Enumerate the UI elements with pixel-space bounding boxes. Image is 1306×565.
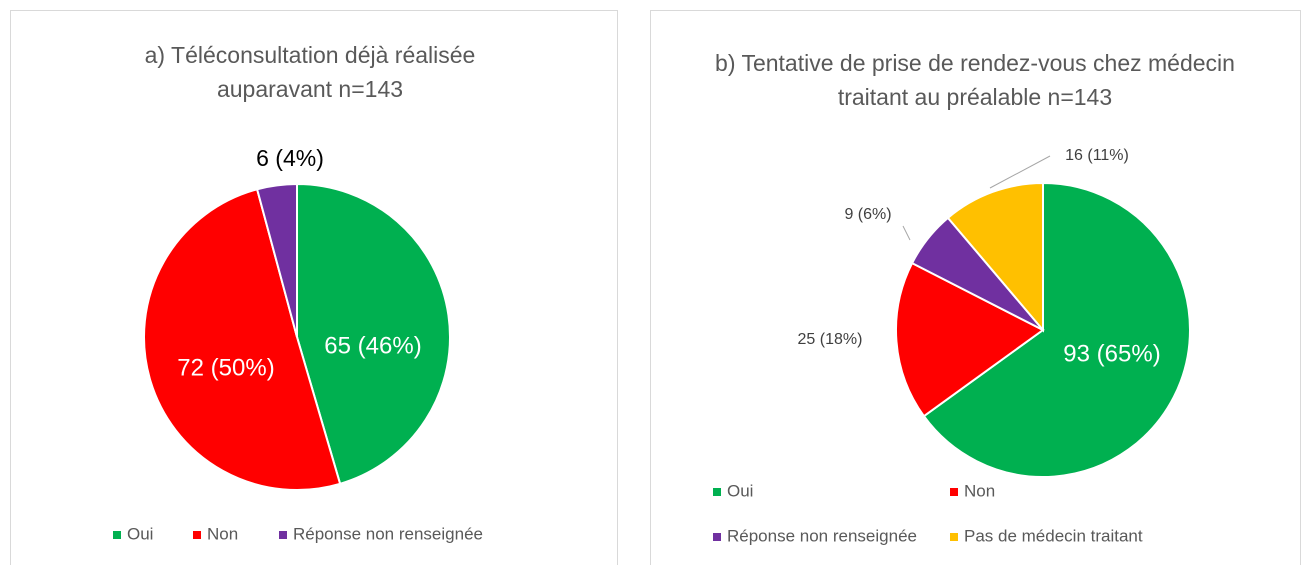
panel [10, 10, 618, 565]
chart-title: a) Téléconsultation déjà réalisée aupara… [144, 42, 476, 102]
pie-slice [922, 181, 1191, 478]
legend-label: Pas de médecin traitant [964, 526, 1143, 545]
legend-swatch [193, 531, 201, 539]
legend-swatch [713, 488, 721, 496]
pie-slice [296, 182, 451, 486]
legend-label: Non [964, 481, 995, 500]
panel [650, 10, 1301, 565]
legend-label: Oui [727, 481, 753, 500]
chart-title: b) Tentative de prise de rendez-vous che… [715, 50, 1235, 110]
legend-swatch [113, 531, 121, 539]
data-label: 16 (11%) [1065, 147, 1129, 164]
data-label: 65 (46%) [324, 332, 421, 359]
legend-swatch [279, 531, 287, 539]
legend-swatch [713, 533, 721, 541]
legend-label: Réponse non renseignée [727, 526, 917, 545]
legend-label: Non [207, 524, 238, 543]
data-label: 9 (6%) [844, 206, 891, 223]
data-label: 25 (18%) [798, 331, 863, 348]
pie-slice [946, 181, 1044, 333]
legend-label: Oui [127, 524, 153, 543]
data-label: 6 (4%) [256, 145, 324, 171]
data-label: 72 (50%) [177, 354, 274, 381]
pie-slice [255, 182, 298, 338]
pie-slice [143, 188, 342, 491]
leader-line [989, 155, 1051, 189]
pie-slice [895, 261, 1045, 418]
data-label: 93 (65%) [1063, 340, 1160, 367]
legend-swatch [950, 533, 958, 541]
legend-label: Réponse non renseignée [293, 524, 483, 543]
legend-swatch [950, 488, 958, 496]
leader-line [902, 225, 911, 241]
